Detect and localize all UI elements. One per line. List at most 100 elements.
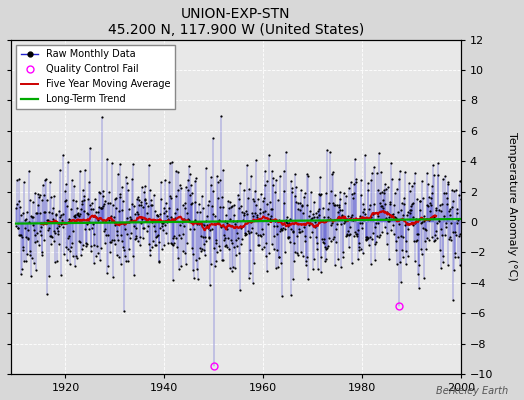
Point xyxy=(53,258,61,264)
Point xyxy=(220,232,228,238)
Point xyxy=(403,212,411,219)
Point xyxy=(159,210,168,216)
Point xyxy=(286,216,294,222)
Point xyxy=(191,217,200,223)
Point xyxy=(106,238,114,245)
Point xyxy=(49,192,58,199)
Point xyxy=(40,209,48,215)
Point xyxy=(253,214,261,220)
Point xyxy=(189,251,198,258)
Point xyxy=(16,232,24,238)
Point xyxy=(91,253,100,259)
Point xyxy=(47,194,56,200)
Point xyxy=(402,238,410,244)
Point xyxy=(30,259,38,266)
Point xyxy=(419,225,428,231)
Point xyxy=(343,232,351,238)
Point xyxy=(113,252,121,258)
Point xyxy=(136,242,144,248)
Point xyxy=(369,211,377,218)
Point xyxy=(363,236,372,243)
Point xyxy=(249,198,258,204)
Point xyxy=(362,236,370,242)
Point xyxy=(359,214,368,221)
Point xyxy=(456,178,465,184)
Point xyxy=(331,262,340,268)
Point xyxy=(26,196,34,203)
Point xyxy=(105,248,114,255)
Point xyxy=(302,202,311,209)
Point xyxy=(283,223,292,229)
Point xyxy=(294,199,302,206)
Point xyxy=(431,232,440,238)
Point xyxy=(192,266,201,272)
Point xyxy=(250,188,259,194)
Point xyxy=(403,226,412,232)
Point xyxy=(78,201,86,207)
Point xyxy=(180,216,189,222)
Point xyxy=(64,216,73,222)
Point xyxy=(370,224,379,230)
Point xyxy=(36,210,44,216)
Point xyxy=(12,223,20,229)
Point xyxy=(356,176,365,183)
Point xyxy=(151,228,159,234)
Point xyxy=(117,232,125,238)
Point xyxy=(398,212,407,218)
Point xyxy=(84,196,92,203)
Point xyxy=(173,206,181,212)
Point xyxy=(293,206,302,212)
Point xyxy=(84,218,93,225)
Point xyxy=(349,217,357,223)
Point xyxy=(139,204,147,210)
Point xyxy=(342,233,351,239)
Point xyxy=(365,206,374,212)
Point xyxy=(26,252,35,259)
Point xyxy=(152,241,160,248)
Point xyxy=(396,168,404,174)
Point xyxy=(301,238,310,244)
Point xyxy=(275,254,283,260)
Point xyxy=(82,241,91,248)
Point xyxy=(16,204,24,210)
Point xyxy=(135,197,143,203)
Point xyxy=(402,220,411,226)
Point xyxy=(98,114,106,120)
Point xyxy=(323,245,331,251)
Point xyxy=(327,238,335,244)
Point xyxy=(421,246,430,253)
Point xyxy=(311,224,319,230)
Point xyxy=(31,210,40,216)
Point xyxy=(278,226,286,233)
Point xyxy=(344,227,352,234)
Point xyxy=(144,222,152,229)
Point xyxy=(157,178,165,185)
Point xyxy=(234,235,243,241)
Point xyxy=(71,214,79,220)
Point xyxy=(305,234,314,240)
Point xyxy=(315,192,324,198)
Point xyxy=(450,266,458,273)
Point xyxy=(185,171,194,177)
Point xyxy=(116,191,125,197)
Point xyxy=(242,230,250,237)
Point xyxy=(159,219,167,226)
Point xyxy=(43,227,52,234)
Point xyxy=(68,228,77,234)
Point xyxy=(288,185,297,191)
Point xyxy=(109,274,117,281)
Point xyxy=(30,238,39,245)
Point xyxy=(351,229,359,235)
Point xyxy=(378,188,387,195)
Point xyxy=(196,244,204,251)
Point xyxy=(128,253,137,259)
Point xyxy=(438,201,446,208)
Point xyxy=(172,193,180,199)
Point xyxy=(152,212,161,218)
Point xyxy=(287,178,295,184)
Point xyxy=(322,246,330,252)
Point xyxy=(323,147,331,153)
Point xyxy=(146,187,155,194)
Point xyxy=(300,194,308,200)
Point xyxy=(300,224,308,230)
